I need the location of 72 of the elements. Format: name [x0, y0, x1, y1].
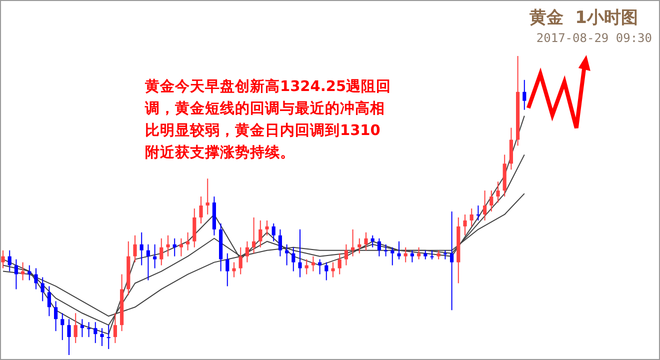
- candlestick: [238, 246, 242, 275]
- candlestick: [404, 246, 408, 263]
- candlestick: [377, 238, 381, 257]
- candlestick: [304, 258, 308, 275]
- candlestick: [265, 220, 269, 236]
- candlestick: [311, 256, 315, 272]
- candlestick: [483, 190, 487, 221]
- candlestick: [74, 312, 78, 344]
- candlestick: [496, 181, 500, 204]
- candlestick: [140, 232, 144, 266]
- candlestick: [133, 234, 137, 263]
- candlestick: [252, 216, 256, 254]
- candlestick: [509, 127, 513, 170]
- candlestick: [100, 328, 104, 347]
- candlestick: [522, 79, 526, 110]
- candlestick: [192, 208, 196, 248]
- candlestick: [206, 178, 210, 215]
- candlestick: [450, 210, 454, 311]
- text: 2017-08-29 09:30: [536, 31, 652, 45]
- candlestick: [470, 208, 474, 227]
- candlestick: [476, 205, 480, 221]
- text: 黄金 1小时图: [529, 7, 638, 29]
- candlestick: [324, 262, 328, 281]
- candlestick: [292, 246, 296, 272]
- candlestick: [397, 240, 401, 260]
- candlestick: [278, 228, 282, 257]
- candlestick: [258, 220, 262, 248]
- candlestick: [179, 238, 183, 257]
- candlestick: [28, 264, 32, 281]
- candlestick: [384, 244, 388, 257]
- candlestick: [298, 228, 302, 278]
- candlestick: [338, 252, 342, 275]
- candlestick: [160, 238, 164, 266]
- candlestick: [153, 244, 157, 269]
- candlestick: [47, 286, 51, 317]
- candlestick: [490, 190, 494, 212]
- candlestick: [1, 250, 5, 269]
- candlestick: [14, 258, 18, 290]
- candlestick: [186, 232, 190, 251]
- candlestick: [146, 244, 150, 281]
- candlestick: [60, 312, 64, 341]
- candlestick: [34, 268, 38, 290]
- candlestick: [166, 234, 170, 257]
- candlestick: [272, 222, 276, 242]
- candlestick: [318, 258, 322, 275]
- candlestick: [40, 276, 44, 302]
- candlestick: [364, 232, 368, 251]
- candlestick: [245, 240, 249, 263]
- candlestick: [285, 244, 289, 266]
- candlestick: [67, 318, 71, 356]
- candlestick: [226, 252, 230, 287]
- candlestick: [21, 262, 25, 281]
- candlestick: [463, 214, 467, 236]
- candlestick: [113, 312, 117, 344]
- candlestick: [94, 322, 98, 344]
- candlestick: [390, 246, 394, 266]
- candlestick: [80, 318, 84, 338]
- candlestick: [370, 234, 374, 248]
- candlestick: [331, 262, 335, 278]
- candlestick: [351, 228, 355, 257]
- candlestick: [358, 238, 362, 254]
- candlestick: [417, 246, 421, 260]
- annotation: 黄金今天早盘创新高1324.25遇阻回调，黄金短线的回调与最近的冲高相比明显较弱，黄金日内回调到1310附近获支撑涨势持续。: [145, 78, 392, 163]
- candlestick: [232, 262, 236, 278]
- candlestick: [54, 300, 58, 332]
- candlestick: [172, 238, 176, 257]
- candlestick: [87, 322, 91, 338]
- candlestick: [344, 244, 348, 266]
- candlestick: [410, 250, 414, 263]
- candlestick: [199, 196, 203, 224]
- candlestick: [106, 324, 110, 350]
- candlestick: [8, 250, 12, 272]
